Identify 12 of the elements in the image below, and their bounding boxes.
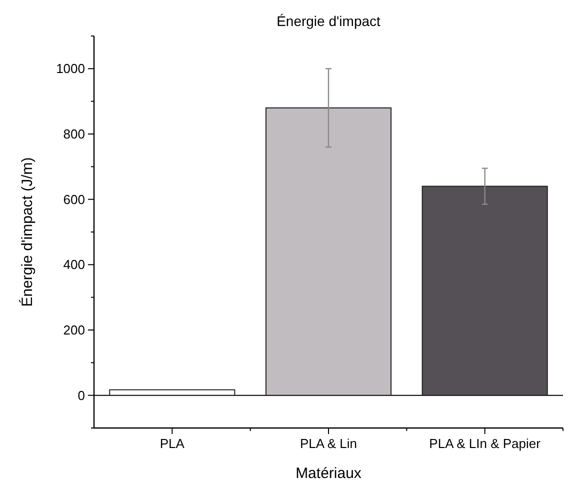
y-tick-label: 800 <box>63 126 85 142</box>
y-tick-label: 400 <box>63 257 85 272</box>
x-tick-label: PLA & Lin <box>300 436 358 451</box>
y-axis-title: Énergie d'impact (J/m) <box>18 157 36 307</box>
x-tick-label: PLA & LIn & Papier <box>429 436 542 451</box>
x-tick-label: PLA <box>160 436 185 451</box>
x-axis-title: Matériaux <box>296 465 362 482</box>
y-tick-label: 1000 <box>56 61 85 76</box>
y-tick-label: 200 <box>63 322 85 338</box>
chart-title: Énergie d'impact <box>276 13 381 29</box>
y-tick-label: 0 <box>78 388 85 403</box>
y-tick-label: 600 <box>63 192 85 207</box>
